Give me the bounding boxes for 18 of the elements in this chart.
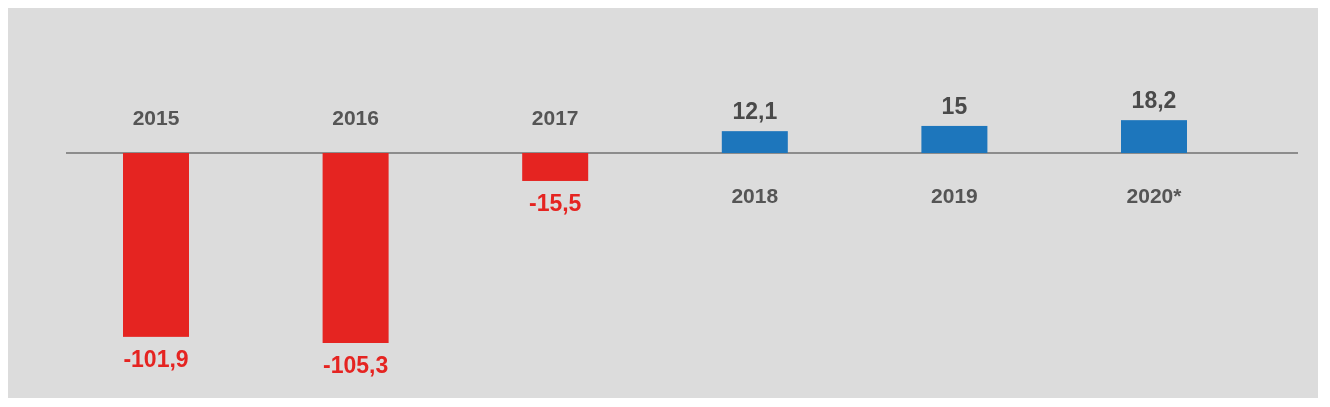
x-tick-label: 2015 (132, 106, 180, 129)
data-label: 12,1 (732, 98, 778, 125)
data-label: -101,9 (123, 345, 189, 372)
data-label: 18,2 (1131, 87, 1177, 114)
bar (322, 153, 389, 343)
x-tick-label: 2018 (731, 184, 779, 207)
bar (721, 131, 788, 153)
data-label: 15 (941, 92, 968, 119)
bar (522, 153, 589, 181)
x-tick-label: 2016 (332, 106, 379, 129)
data-label: -105,3 (322, 352, 389, 378)
x-tick-label: 2019 (931, 184, 978, 207)
x-tick-label: 2020* (1126, 184, 1183, 207)
bar (921, 125, 988, 153)
bar (1121, 120, 1187, 153)
x-tick-label: 2017 (531, 106, 579, 129)
bar (123, 153, 189, 337)
data-label: -15,5 (528, 189, 582, 216)
